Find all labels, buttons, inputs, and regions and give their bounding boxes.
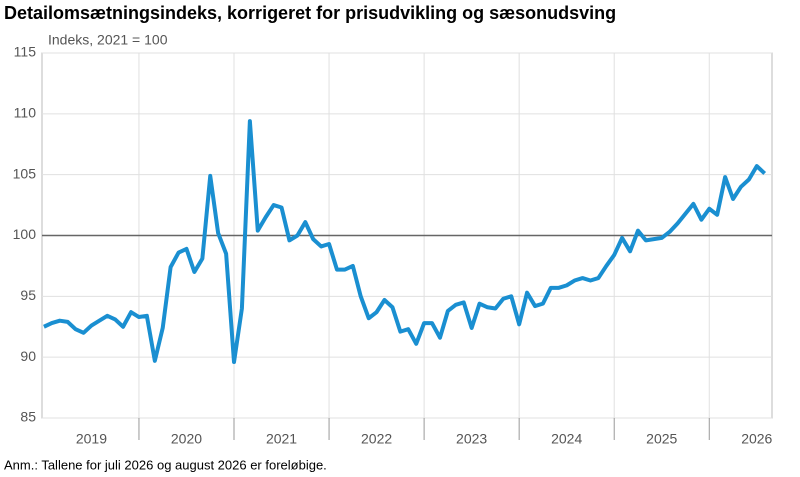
y-tick-label: 95 [20,287,36,303]
chart-note: Anm.: Tallene for juli 2026 og august 20… [4,457,327,472]
x-tick-label: 2019 [76,431,107,447]
x-tick-label: 2021 [266,431,297,447]
x-tick-label: 2023 [456,431,487,447]
x-tick-label: 2024 [551,431,582,447]
data-line [43,119,767,365]
y-tick-label: 110 [14,105,37,121]
x-tick-label: 2026 [741,431,772,447]
y-tick-label: 100 [13,226,37,242]
chart-subtitle: Indeks, 2021 = 100 [48,32,168,48]
y-tick-label: 90 [20,348,36,364]
chart-title: Detailomsætningsindeks, korrigeret for p… [4,3,616,23]
x-tick-label: 2025 [646,431,677,447]
x-tick-label: 2020 [171,431,202,447]
y-tick-label: 115 [14,44,37,60]
y-tick-label: 85 [20,409,36,425]
y-tick-label: 105 [13,165,37,181]
x-tick-label: 2022 [361,431,392,447]
